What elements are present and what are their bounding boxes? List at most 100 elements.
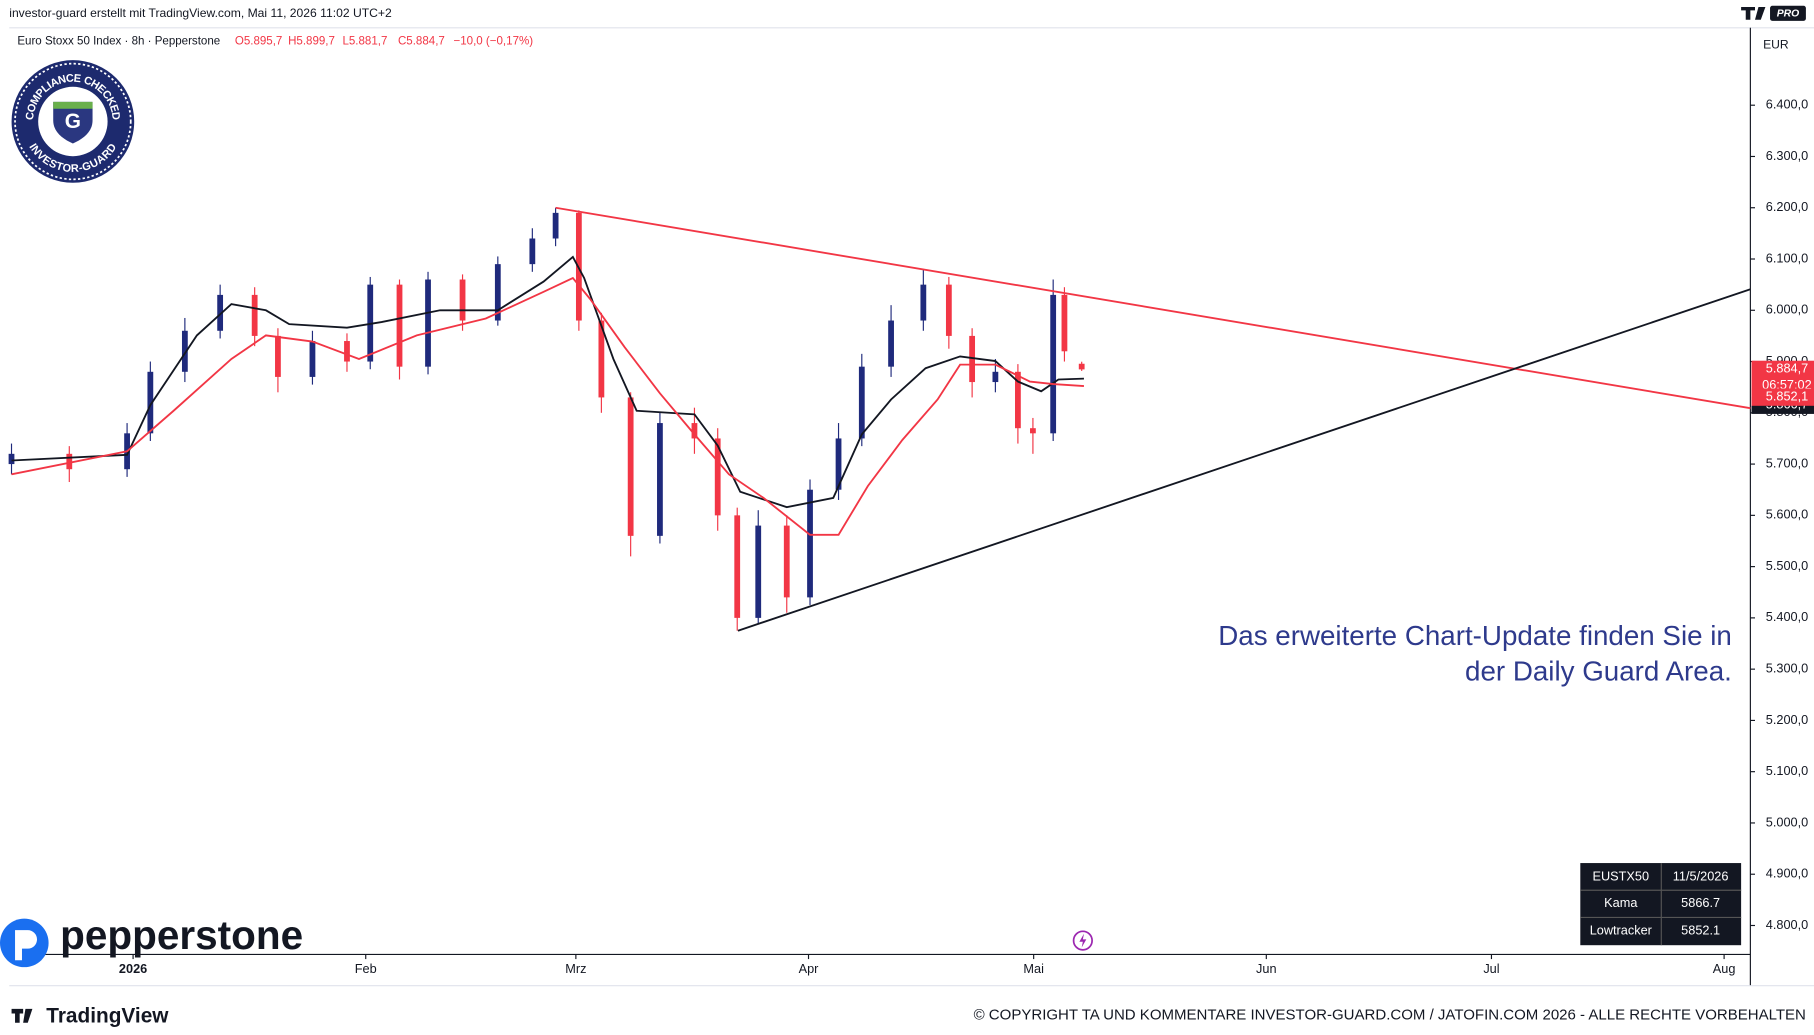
candle-body bbox=[969, 335, 976, 383]
table-cell: EUSTX50 bbox=[1593, 868, 1650, 883]
y-tick-label: 5.400,0 bbox=[1766, 609, 1808, 624]
y-tick-label: 6.100,0 bbox=[1766, 250, 1808, 265]
candle-body bbox=[8, 453, 15, 465]
header: investor-guard erstellt mit TradingView.… bbox=[9, 6, 392, 20]
x-tick-label: 2026 bbox=[119, 961, 147, 976]
symbol: Euro Stoxx 50 Index · 8h · Pepperstone bbox=[17, 36, 220, 48]
price-label: 5.884,7 bbox=[1766, 361, 1808, 376]
y-tick-label: 5.100,0 bbox=[1766, 763, 1808, 778]
pro-text: PRO bbox=[1777, 9, 1800, 20]
candle-body bbox=[275, 335, 281, 377]
badge-letter: G bbox=[65, 110, 81, 133]
x-tick-label: Jul bbox=[1483, 961, 1499, 976]
currency: EUR bbox=[1763, 37, 1789, 51]
candle-body bbox=[807, 489, 813, 598]
y-tick-label: 5.600,0 bbox=[1766, 507, 1808, 522]
candle-body bbox=[1050, 294, 1057, 434]
countdown: 06:57:02 bbox=[1762, 377, 1812, 392]
table-cell: 11/5/2026 bbox=[1673, 868, 1729, 883]
x-tick-label: Feb bbox=[355, 961, 377, 976]
candle-body bbox=[181, 330, 188, 372]
ohlc-open: O5.895,7 bbox=[235, 36, 283, 48]
copyright: © COPYRIGHT TA UND KOMMENTARE INVESTOR-G… bbox=[974, 1007, 1806, 1024]
event-icon bbox=[1072, 930, 1093, 951]
y-tick-label: 5.000,0 bbox=[1766, 814, 1808, 829]
candle-body bbox=[1061, 294, 1068, 352]
candle-body bbox=[835, 438, 842, 490]
annotation-line: der Daily Guard Area. bbox=[1465, 656, 1732, 687]
badge-ring bbox=[14, 62, 132, 181]
candle-body bbox=[1015, 371, 1021, 429]
badge-shield-top bbox=[53, 101, 93, 109]
candle-body bbox=[309, 341, 316, 377]
x-tick-label: Apr bbox=[799, 961, 820, 976]
y-tick-label: 6.000,0 bbox=[1766, 302, 1808, 317]
candle-body bbox=[714, 438, 721, 516]
table-cell: Kama bbox=[1604, 895, 1638, 910]
y-tick-label: 5.200,0 bbox=[1766, 712, 1808, 727]
tv-pro-logo: PRO bbox=[1741, 5, 1806, 21]
y-tick-label: 4.900,0 bbox=[1766, 866, 1808, 881]
candle-body bbox=[217, 294, 224, 331]
table-cell: 5852.1 bbox=[1681, 923, 1720, 938]
candle-body bbox=[783, 525, 790, 598]
tv-logo bbox=[1741, 6, 1766, 20]
candle-body bbox=[858, 366, 865, 439]
x-tick-label: Mai bbox=[1023, 961, 1044, 976]
ohlc-change: −10,0 (−0,17%) bbox=[454, 36, 534, 48]
table-cell: 5866.7 bbox=[1681, 895, 1720, 910]
candle-body bbox=[657, 423, 663, 536]
y-tick-label: 6.300,0 bbox=[1766, 148, 1808, 163]
ohlc-low: L5.881,7 bbox=[342, 36, 387, 48]
y-tick-label: 6.200,0 bbox=[1766, 199, 1808, 214]
candle-body bbox=[627, 397, 634, 536]
candle-body bbox=[494, 264, 501, 321]
candle-body bbox=[251, 294, 258, 336]
annotation-line: Das erweiterte Chart-Update finden Sie i… bbox=[1218, 620, 1732, 651]
candle-body bbox=[945, 284, 952, 336]
candle-body bbox=[755, 525, 762, 618]
trendline bbox=[737, 288, 1751, 632]
indicator-line bbox=[11, 255, 1084, 509]
candle-body bbox=[734, 515, 741, 618]
candle-body bbox=[459, 279, 466, 321]
table-cell: Lowtracker bbox=[1590, 923, 1653, 938]
ohlc-close: C5.884,7 bbox=[398, 36, 445, 48]
y-tick-label: 5.500,0 bbox=[1766, 558, 1808, 573]
x-tick-label: Mrz bbox=[565, 961, 586, 976]
info-table: EUSTX50 11/5/2026 Kama 5866.7 Lowtracker… bbox=[1580, 863, 1742, 946]
candle-body bbox=[920, 284, 927, 321]
event-bolt bbox=[1079, 933, 1087, 948]
candle-body bbox=[529, 238, 536, 265]
x-tick-label: Aug bbox=[1713, 961, 1736, 976]
footer-logo: TradingView bbox=[46, 1004, 169, 1027]
candle-body bbox=[147, 371, 154, 434]
y-tick-label: 4.800,0 bbox=[1766, 917, 1808, 932]
candle-body bbox=[992, 371, 999, 383]
badge: COMPLIANCE CHECKED INVESTOR-GUARD G bbox=[11, 60, 135, 183]
candle-body bbox=[888, 320, 894, 367]
badge-shield bbox=[53, 101, 93, 144]
candle-body bbox=[691, 423, 698, 439]
candle-body bbox=[598, 320, 605, 398]
pro-box bbox=[1770, 5, 1806, 21]
plot bbox=[8, 206, 1751, 632]
price-label: 5.852,1 bbox=[1766, 388, 1808, 403]
pepperstone-p bbox=[15, 930, 38, 961]
legend: Euro Stoxx 50 Index · 8h · Pepperstone O… bbox=[17, 36, 533, 48]
price-label-box bbox=[1751, 388, 1814, 406]
candle-body bbox=[425, 279, 431, 367]
x-tick-label: Jun bbox=[1256, 961, 1277, 976]
annotation: Das erweiterte Chart-Update finden Sie i… bbox=[1218, 620, 1732, 687]
candle-body bbox=[1078, 363, 1085, 370]
axes: 4.800,0 4.900,0 5.000,0 5.100,0 5.200,0 5.300… bbox=[119, 97, 1814, 976]
y-tick-label: 5.700,0 bbox=[1766, 455, 1808, 470]
candle-body bbox=[396, 284, 403, 367]
y-tick-label: 6.400,0 bbox=[1766, 97, 1808, 112]
candle-body bbox=[552, 212, 559, 239]
y-tick-label: 5.300,0 bbox=[1766, 661, 1808, 676]
indicator-line bbox=[11, 276, 1085, 536]
